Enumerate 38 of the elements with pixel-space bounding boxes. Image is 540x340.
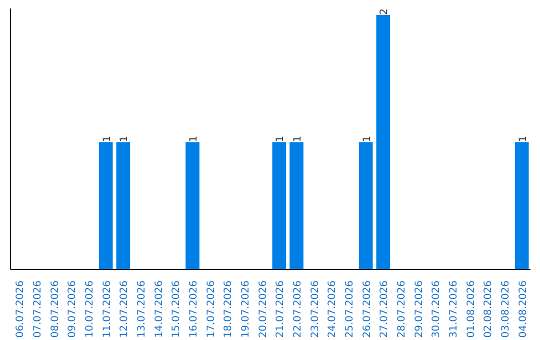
x-tick-label: 23.07.2026 <box>310 280 321 338</box>
data-label: 1 <box>518 136 529 142</box>
data-label: 1 <box>119 136 130 142</box>
x-tick-label: 27.07.2026 <box>379 280 390 338</box>
x-tick-label: 14.07.2026 <box>154 280 165 338</box>
x-tick-label: 18.07.2026 <box>223 280 234 338</box>
x-tick-label: 07.07.2026 <box>32 280 44 338</box>
x-tick-label: 02.08.2026 <box>483 280 494 338</box>
x-tick-label: 09.07.2026 <box>67 280 78 338</box>
x-tick-label: 04.08.2026 <box>518 280 529 338</box>
x-tick-label: 11.07.2026 <box>102 280 113 338</box>
x-tick-label: 20.07.2026 <box>258 280 269 338</box>
x-tick-label: 01.08.2026 <box>466 280 477 338</box>
data-label: 1 <box>362 136 373 142</box>
x-tick-label: 16.07.2026 <box>188 280 200 338</box>
x-tick-label: 17.07.2026 <box>206 280 217 338</box>
data-label: 1 <box>188 136 200 142</box>
x-tick-label: 21.07.2026 <box>275 280 286 338</box>
x-tick-label: 12.07.2026 <box>119 280 130 338</box>
x-tick-label: 08.07.2026 <box>50 280 61 338</box>
x-tick-label: 13.07.2026 <box>136 280 148 338</box>
x-tick-label: 28.07.2026 <box>396 280 408 338</box>
x-tick-label: 31.07.2026 <box>448 280 460 338</box>
x-tick-label: 10.07.2026 <box>84 280 96 338</box>
x-tick-label: 24.07.2026 <box>327 280 338 338</box>
x-tick-label: 30.07.2026 <box>431 280 442 338</box>
x-tick-label: 26.07.2026 <box>362 280 373 338</box>
data-label: 1 <box>292 136 304 142</box>
x-tick-label: 06.07.2026 <box>15 280 26 338</box>
x-tick-label: 03.08.2026 <box>500 280 512 338</box>
data-label: 1 <box>102 136 113 142</box>
x-tick-label: 25.07.2026 <box>344 280 356 338</box>
x-tick-label: 29.07.2026 <box>414 280 425 338</box>
data-label: 1 <box>275 136 286 142</box>
x-tick-label: 15.07.2026 <box>171 280 182 338</box>
data-label: 2 <box>379 8 390 15</box>
x-tick-label: 22.07.2026 <box>292 280 304 338</box>
x-tick-label: 19.07.2026 <box>240 280 252 338</box>
